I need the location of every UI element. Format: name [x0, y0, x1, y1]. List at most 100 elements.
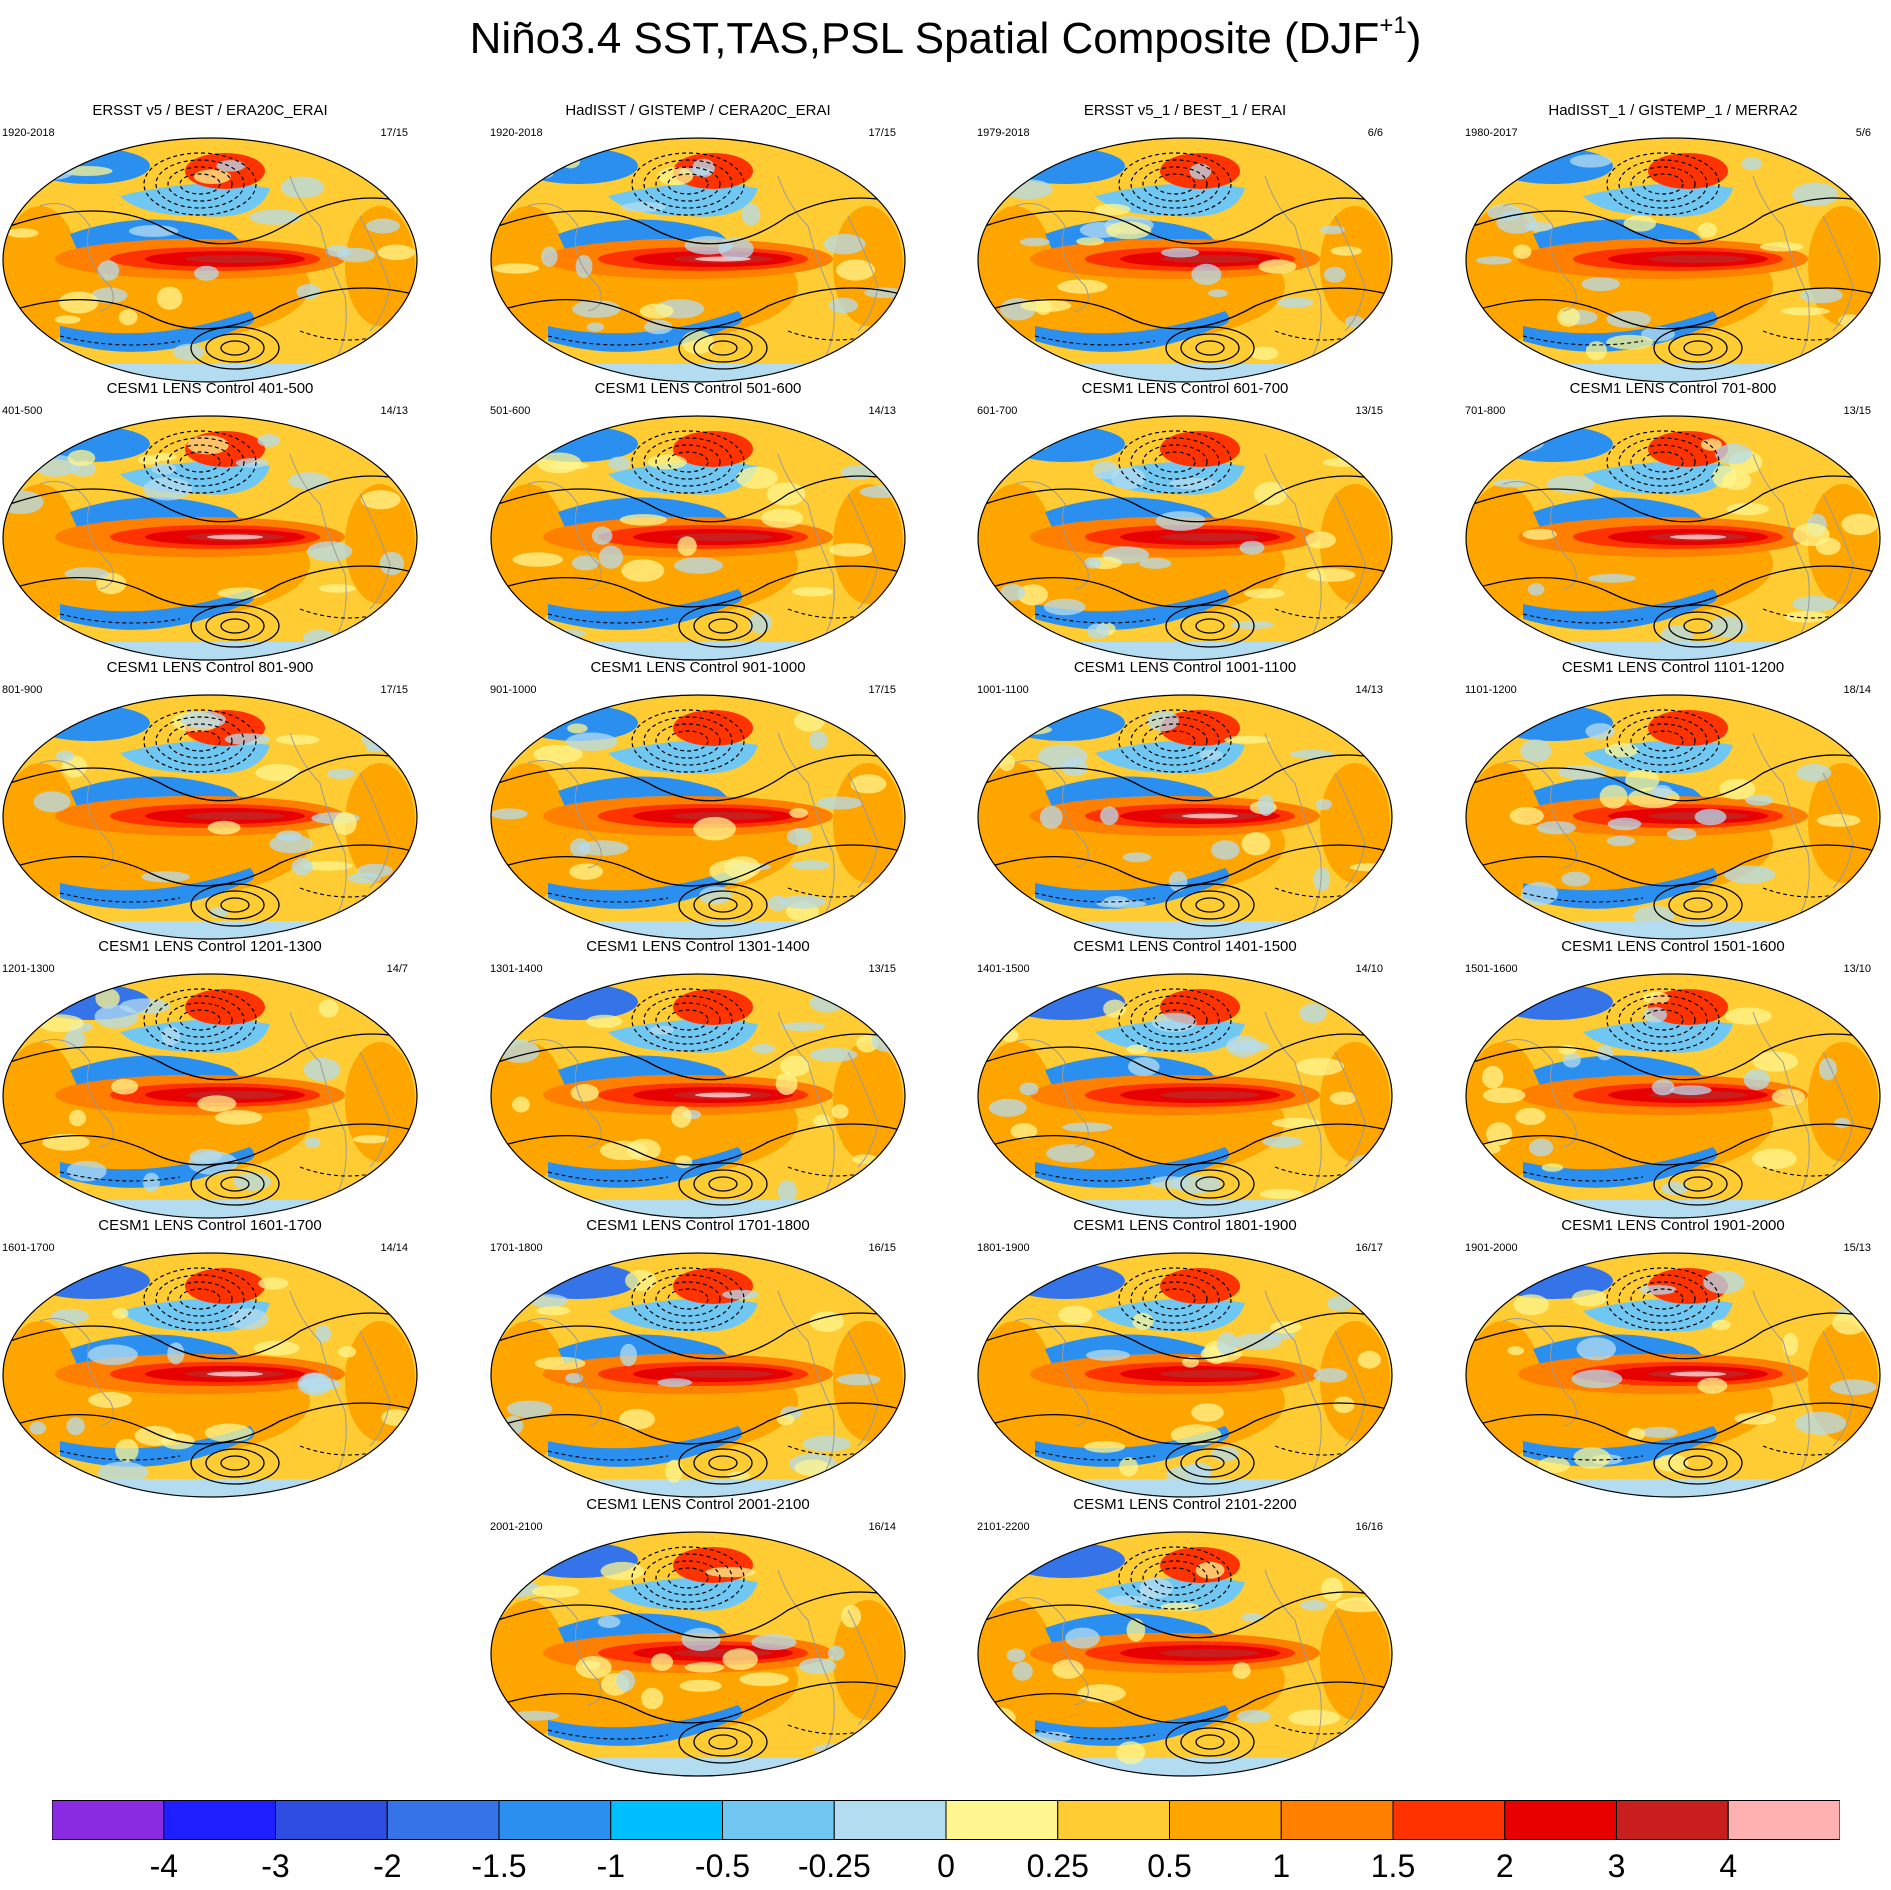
anomaly-patch: [506, 1400, 553, 1418]
psl-contour-negative: [643, 1553, 733, 1603]
anomaly-patch: [1236, 1709, 1271, 1723]
anomaly-patch: [786, 828, 813, 846]
warm-region: [3, 206, 80, 346]
psl-contour-negative: [155, 437, 245, 487]
anomaly-patch: [1752, 1148, 1797, 1169]
anomaly-patch: [255, 764, 301, 782]
panel-years: 401-500: [2, 405, 43, 417]
anomaly-patch: [1669, 1085, 1712, 1096]
psl-contour-negative: [631, 709, 745, 773]
cool-band: [608, 740, 758, 774]
anomaly-patch: [379, 551, 405, 576]
coastline: [1502, 481, 1577, 590]
composite-map: [490, 973, 906, 1219]
coastline: [777, 1011, 835, 1198]
psl-contour-negative: [143, 152, 257, 216]
psl-contour-positive: [497, 844, 905, 887]
psl-contour-positive: [1653, 883, 1743, 927]
anomaly-patch: [357, 863, 393, 878]
psl-contour-negative: [1034, 892, 1156, 903]
psl-contour-negative: [1130, 716, 1220, 766]
coastline: [39, 1039, 114, 1148]
map-outline: [490, 694, 906, 940]
anomaly-patch: [1651, 784, 1672, 798]
psl-contour-positive: [9, 1402, 417, 1445]
anomaly-patch: [1323, 440, 1375, 452]
map-panel: CESM1 LENS Control 401-500 401-500 14/13: [0, 380, 420, 662]
panel-title: CESM1 LENS Control 801-900: [106, 659, 314, 676]
anomaly-patch: [1100, 806, 1119, 825]
anomaly-patch: [257, 434, 281, 447]
anomaly-patch: [216, 160, 246, 172]
anomaly-patch: [536, 1306, 571, 1316]
composite-map: [1465, 1252, 1881, 1498]
psl-contour-negative: [655, 1002, 721, 1038]
anomaly-patch: [650, 1653, 674, 1671]
psl-contour-negative: [655, 1281, 721, 1317]
warm-region: [345, 1042, 415, 1162]
warm-region: [3, 1042, 80, 1182]
colorbar-swatch: [722, 1800, 835, 1840]
anomaly-patch: [1829, 1379, 1877, 1395]
warm-anomaly: [673, 431, 753, 467]
anomaly-patch: [1834, 1117, 1851, 1128]
panel-event-count: 14/10: [1355, 963, 1383, 975]
anomaly-patch: [112, 1307, 129, 1319]
cool-band: [1523, 589, 1718, 630]
coastline: [847, 493, 879, 610]
map-panel: CESM1 LENS Control 1801-1900 1801-1900 16/…: [975, 1217, 1395, 1499]
psl-contour-negative: [59, 613, 181, 624]
psl-contour-negative: [1142, 1002, 1208, 1038]
psl-contour-negative: [1630, 1281, 1696, 1317]
psl-contour-positive: [1165, 604, 1255, 648]
anomaly-patch: [1697, 1377, 1728, 1394]
colorbar-swatch: [610, 1800, 723, 1840]
anomaly-patch: [1012, 1661, 1033, 1681]
anomaly-patch: [597, 1615, 621, 1628]
anomaly-patch: [1333, 1396, 1355, 1414]
psl-contour-negative: [167, 166, 233, 202]
psl-contour-positive: [984, 565, 1392, 608]
anomaly-patch: [1627, 1427, 1646, 1441]
warm-region: [978, 484, 1055, 624]
panel-years: 501-600: [490, 405, 531, 417]
anomaly-patch: [599, 1140, 648, 1161]
composite-map: [1465, 694, 1881, 940]
warm-anomaly: [1160, 1370, 1260, 1378]
psl-contour-negative: [1630, 166, 1696, 202]
psl-contour-positive: [1180, 1727, 1240, 1757]
psl-contour-positive: [497, 754, 905, 802]
anomaly-patch: [366, 218, 400, 234]
coastline: [1264, 1569, 1322, 1756]
cool-band: [608, 1019, 758, 1053]
warm-anomaly: [185, 1268, 265, 1304]
psl-contour-positive: [708, 897, 738, 913]
anomaly-patch: [1795, 1411, 1847, 1435]
anomaly-patch: [809, 1047, 858, 1062]
map-outline: [490, 137, 906, 383]
panel-years: 1701-1800: [490, 1242, 543, 1254]
panel-event-count: 17/15: [868, 684, 896, 696]
psl-contour-negative: [1142, 166, 1208, 202]
panel-event-count: 17/15: [380, 684, 408, 696]
cool-band: [558, 1334, 728, 1371]
psl-contour-positive: [9, 754, 417, 802]
coastline: [1014, 760, 1089, 869]
anomaly-patch: [684, 236, 733, 255]
cool-band: [1035, 589, 1230, 630]
anomaly-patch: [1569, 154, 1612, 168]
psl-contour-negative: [1630, 1002, 1696, 1038]
panel-years: 1601-1700: [2, 1242, 55, 1254]
panel-title: CESM1 LENS Control 2101-2200: [1073, 1496, 1297, 1513]
psl-contour-positive: [190, 604, 280, 648]
psl-contour-positive: [1668, 611, 1728, 641]
map-panel: CESM1 LENS Control 1701-1800 1701-1800 16/…: [488, 1217, 908, 1499]
map-outline: [490, 415, 906, 661]
anomaly-patch: [291, 857, 313, 876]
cool-band: [608, 461, 758, 495]
psl-contour-positive: [1472, 475, 1880, 523]
anomaly-patch: [1703, 1270, 1745, 1294]
colorbar-swatch: [1392, 1800, 1506, 1840]
anomaly-patch: [1585, 341, 1608, 361]
anomaly-patch: [1625, 769, 1660, 792]
